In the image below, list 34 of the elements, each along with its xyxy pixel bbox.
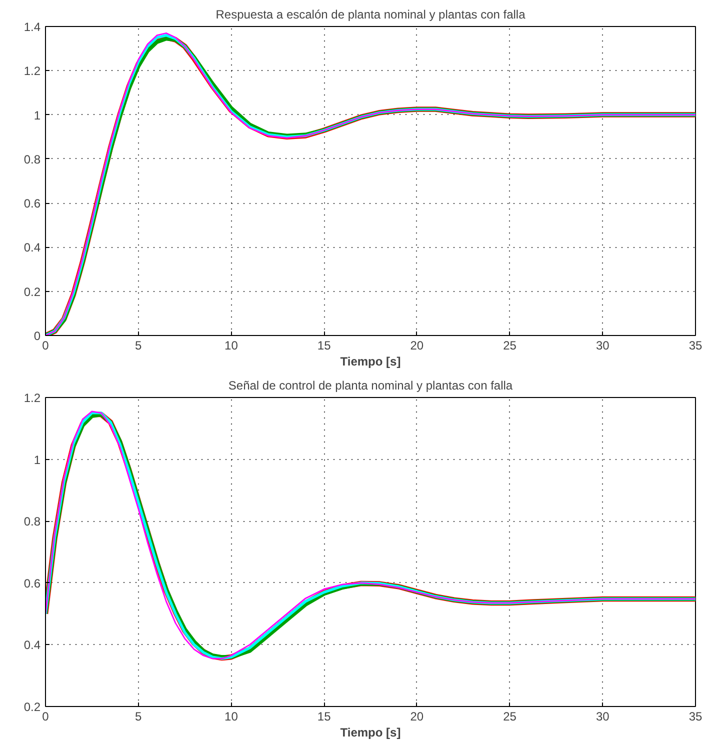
x-tick-label: 35: [688, 710, 702, 724]
x-tick-label: 10: [224, 710, 238, 724]
x-tick-label: 5: [135, 338, 142, 352]
x-tick-label: 20: [410, 338, 424, 352]
x-tick-label: 15: [317, 338, 332, 352]
x-tick-label: 20: [410, 710, 424, 724]
y-tick-label: 0.4: [24, 240, 41, 255]
y-tick-label: 0.2: [24, 284, 41, 299]
x-tick-label: 30: [596, 710, 610, 724]
y-tick-label: 0.6: [24, 196, 41, 211]
x-tick-label: 5: [135, 710, 142, 724]
x-tick-label: 15: [317, 710, 332, 724]
x-axis-title: Tiempo [s]: [340, 354, 401, 368]
y-tick-label: 0.8: [24, 514, 41, 529]
chart-title: Señal de control de planta nominal y plantas con falla: [228, 378, 513, 392]
x-tick-label: 0: [42, 338, 50, 352]
x-tick-label: 30: [596, 338, 610, 352]
y-tick-label: 0.2: [24, 700, 41, 714]
y-tick-label: 0.8: [24, 152, 41, 166]
x-tick-label: 35: [688, 338, 702, 352]
y-tick-label: 0.4: [24, 638, 41, 652]
y-tick-label: 1.4: [24, 20, 41, 34]
chart-title: Respuesta a escalón de planta nominal y plantas con falla: [216, 8, 526, 22]
y-tick-label: 0: [34, 329, 41, 343]
x-tick-label: 25: [503, 338, 517, 352]
y-tick-label: 1: [34, 452, 41, 467]
x-axis-title: Tiempo [s]: [340, 726, 401, 740]
y-tick-label: 0.6: [24, 576, 41, 590]
y-tick-label: 1.2: [24, 391, 41, 405]
x-tick-label: 10: [224, 338, 238, 352]
y-tick-label: 1.2: [24, 64, 41, 78]
x-tick-label: 0: [42, 710, 50, 724]
x-tick-label: 25: [503, 710, 517, 724]
y-tick-label: 1: [34, 108, 41, 122]
